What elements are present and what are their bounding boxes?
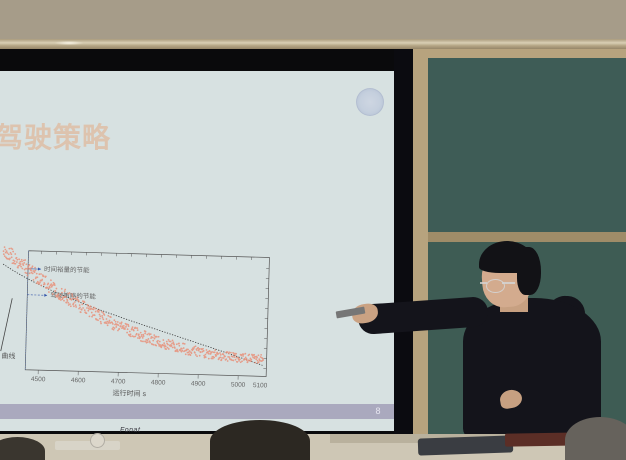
svg-text:4600: 4600 [71, 377, 86, 384]
svg-text:to 曲线: to 曲线 [0, 351, 16, 361]
svg-text:4900: 4900 [191, 380, 206, 387]
svg-text:5100: 5100 [253, 382, 268, 389]
svg-text:4500: 4500 [31, 376, 46, 383]
svg-text:5000: 5000 [231, 381, 246, 388]
svg-text:时间裕量的节能: 时间裕量的节能 [44, 264, 90, 274]
svg-text:4700: 4700 [111, 378, 126, 385]
svg-text:4800: 4800 [151, 379, 166, 386]
svg-text:运行时间 s: 运行时间 s [112, 388, 146, 398]
